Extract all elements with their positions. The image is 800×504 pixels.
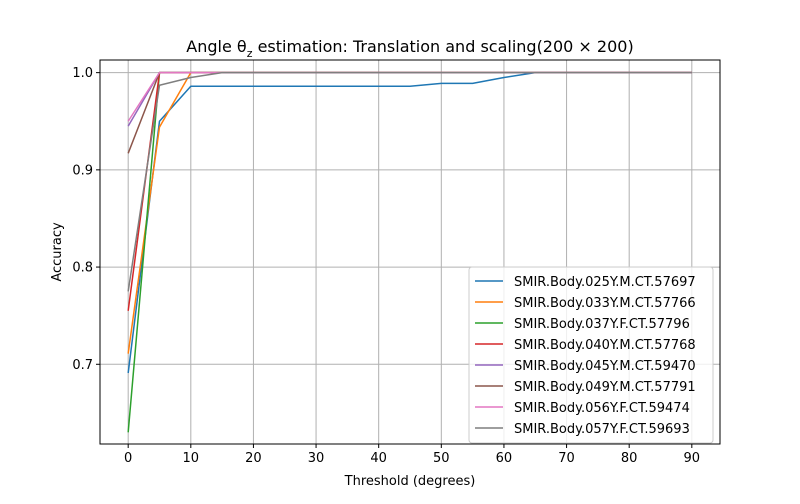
legend-box xyxy=(468,266,714,444)
legend-label: SMIR.Body.049Y.M.CT.57791 xyxy=(514,380,696,395)
legend-label: SMIR.Body.056Y.F.CT.59474 xyxy=(514,401,690,416)
x-tick-label: 70 xyxy=(558,451,575,466)
x-tick-label: 30 xyxy=(308,451,325,466)
series-line xyxy=(127,71,692,292)
x-tick-label: 80 xyxy=(621,451,638,466)
x-tick-label: 50 xyxy=(433,451,450,466)
x-axis-label: Threshold (degrees) xyxy=(344,474,476,489)
y-tick-label: 1.0 xyxy=(72,66,93,81)
y-tick-label: 0.9 xyxy=(72,163,93,178)
y-axis-ticks: 0.7 0.8 0.9 1.0 xyxy=(72,66,100,373)
x-tick-label: 0 xyxy=(124,451,132,466)
legend-label: SMIR.Body.045Y.M.CT.59470 xyxy=(514,359,696,374)
x-tick-label: 60 xyxy=(496,451,513,466)
plot-frame xyxy=(99,59,721,445)
y-tick-label: 0.8 xyxy=(72,261,93,276)
series-line xyxy=(127,71,692,154)
legend: SMIR.Body.025Y.M.CT.57697 SMIR.Body.033Y.… xyxy=(468,266,714,444)
chart-title: Angle θz estimation: Translation and sca… xyxy=(186,37,633,60)
series-line xyxy=(127,71,692,127)
legend-label: SMIR.Body.037Y.F.CT.57796 xyxy=(514,317,690,332)
legend-label: SMIR.Body.025Y.M.CT.57697 xyxy=(514,275,696,290)
x-tick-label: 40 xyxy=(370,451,387,466)
y-axis-label: Accuracy xyxy=(50,222,65,282)
x-axis-ticks: 0 10 20 30 40 50 60 70 80 90 xyxy=(124,444,700,466)
series-line xyxy=(127,71,692,122)
series-lines xyxy=(127,71,692,433)
x-tick-label: 90 xyxy=(684,451,701,466)
legend-label: SMIR.Body.040Y.M.CT.57768 xyxy=(514,338,696,353)
x-tick-label: 20 xyxy=(245,451,262,466)
legend-label: SMIR.Body.057Y.F.CT.59693 xyxy=(514,422,690,437)
y-tick-label: 0.7 xyxy=(72,358,93,373)
x-tick-label: 10 xyxy=(183,451,200,466)
legend-label: SMIR.Body.033Y.M.CT.57766 xyxy=(514,296,696,311)
